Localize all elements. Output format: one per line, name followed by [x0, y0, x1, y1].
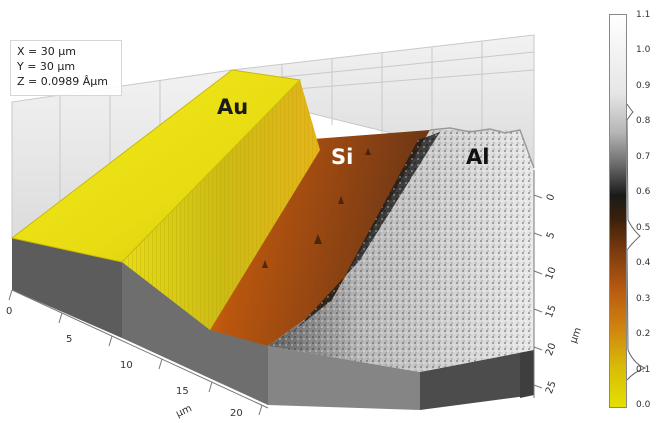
colorbar-tick: 0.7: [636, 152, 651, 162]
colorbar-tick: 0.9: [636, 81, 651, 91]
colorbar-tick: 0.5: [636, 223, 651, 233]
colorbar-tick: 0.3: [636, 294, 651, 304]
front-tick-0: 0: [6, 306, 13, 317]
side-axis: [533, 170, 543, 398]
al-region: [268, 127, 535, 372]
colorbar-tick: 0.2: [636, 329, 651, 339]
colorbar-histogram: [626, 103, 647, 381]
colorbar-tick: 1.0: [636, 45, 651, 55]
colorbar: [609, 14, 627, 408]
au-pad: [10, 69, 320, 330]
colorbar-tick: 0.0: [636, 400, 651, 410]
front-tick-5: 5: [66, 334, 73, 345]
label-al: Al: [466, 145, 490, 169]
label-si: Si: [331, 145, 354, 169]
colorbar-tick: 1.1: [636, 10, 651, 20]
front-tick-15: 15: [176, 386, 189, 397]
y-readout: Y = 30 µm: [17, 60, 76, 73]
front-tick-20: 20: [230, 408, 243, 419]
colorbar-tick: 0.4: [636, 258, 651, 268]
label-au: Au: [217, 95, 249, 119]
front-axis: [8, 289, 269, 416]
colorbar-tick: 0.6: [636, 187, 651, 197]
colorbar-tick: 0.1: [636, 365, 651, 375]
colorbar-tick: 0.8: [636, 116, 651, 126]
coordinate-readout: X = 30 µm Y = 30 µm Z = 0.0989 Âµm: [10, 40, 122, 96]
x-readout: X = 30 µm: [17, 45, 76, 58]
front-tick-10: 10: [120, 360, 133, 371]
z-readout: Z = 0.0989 Âµm: [17, 75, 108, 88]
